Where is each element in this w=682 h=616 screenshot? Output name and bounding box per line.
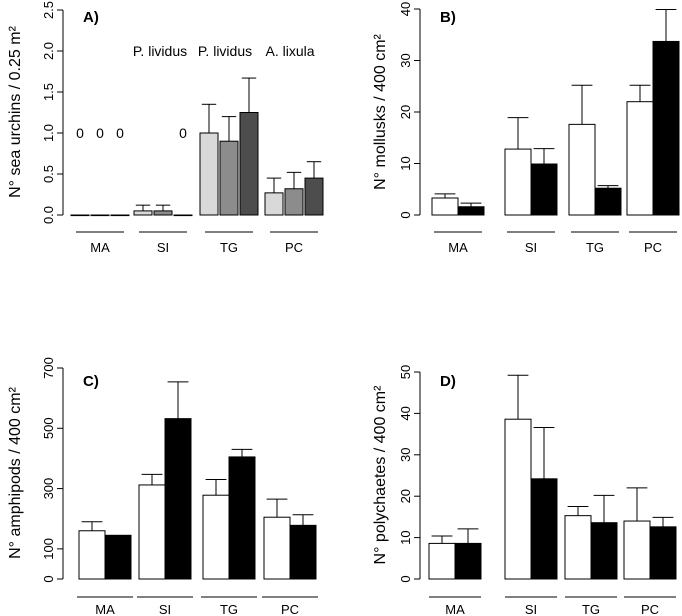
bar — [173, 214, 193, 217]
bar — [530, 163, 558, 216]
bar — [428, 542, 456, 580]
y-tick-label: 0 — [41, 575, 56, 582]
annotation-label: P. lividus — [198, 43, 252, 59]
y-tick-label: 20 — [398, 489, 413, 503]
x-category-label: PC — [285, 240, 303, 255]
y-tick-label: 10 — [398, 530, 413, 544]
y-tick-label: 0.5 — [41, 165, 56, 183]
chart-panel-a: 0.0 0.5 1.0 1.5 2.0 2.5 N° sea urchins / 0.25 … — [7, 1, 324, 255]
bar — [110, 214, 130, 217]
y-tick-label: 300 — [41, 478, 56, 500]
zero-mark-label: 0 — [96, 125, 104, 141]
x-category-label: SI — [525, 602, 537, 616]
y-axis-title: N° sea urchins / 0.25 m² — [7, 25, 24, 197]
bar — [138, 484, 166, 580]
chart-panel-c: 0 100 300 500 700 N° amphipods / 400 cm² C) MA S… — [7, 357, 318, 616]
bar — [626, 101, 654, 216]
bar — [219, 140, 239, 216]
zero-mark-label: 0 — [116, 125, 124, 141]
y-tick-label: 10 — [398, 156, 413, 170]
bar — [568, 123, 596, 216]
annotation-label: A. lixula — [265, 43, 314, 59]
x-category-label: TG — [586, 240, 604, 255]
bar — [202, 494, 230, 580]
bar — [228, 456, 256, 580]
y-tick-label: 0 — [398, 211, 413, 218]
bar — [133, 210, 153, 216]
x-category-label: MA — [90, 240, 110, 255]
y-tick-label: 40 — [398, 406, 413, 420]
panel-label: B) — [440, 9, 456, 26]
panel-label: D) — [440, 373, 456, 390]
y-tick-label: 40 — [398, 2, 413, 16]
bar — [652, 40, 680, 216]
y-tick-label: 20 — [398, 105, 413, 119]
x-category-label: TG — [582, 602, 600, 616]
bar — [504, 418, 532, 580]
y-tick-label: 50 — [398, 365, 413, 379]
bar — [457, 206, 485, 216]
bar — [199, 132, 219, 216]
zero-mark-label: 0 — [76, 125, 84, 141]
bar — [304, 177, 324, 216]
y-tick-label: 1.5 — [41, 83, 56, 101]
chart-panel-d: 0 10 20 30 40 50 N° polychaetes / 400 cm² D) MA S… — [372, 365, 677, 616]
x-category-label: SI — [159, 602, 171, 616]
x-category-label: MA — [95, 602, 115, 616]
annotation-label: P. lividus — [133, 43, 187, 59]
y-tick-label: 700 — [41, 357, 56, 379]
bar — [289, 524, 317, 580]
x-category-label: MA — [448, 240, 468, 255]
bar — [153, 210, 173, 216]
bar — [284, 188, 304, 216]
y-tick-label: 500 — [41, 417, 56, 439]
bar — [530, 478, 558, 580]
y-tick-label: 0 — [398, 575, 413, 582]
bar — [649, 526, 677, 580]
bar — [431, 197, 459, 216]
bar — [504, 148, 532, 216]
y-tick-label: 0.0 — [41, 206, 56, 224]
x-category-label: TG — [220, 602, 238, 616]
x-category-label: SI — [157, 240, 169, 255]
bar — [263, 516, 291, 580]
y-tick-label: 30 — [398, 448, 413, 462]
zero-mark-label: 0 — [179, 125, 187, 141]
y-tick-label: 30 — [398, 53, 413, 67]
chart-panel-b: 0 10 20 30 40 N° mollusks / 400 cm² B) MA SI TG PC — [372, 2, 680, 255]
bar — [623, 520, 651, 580]
y-axis-title: N° polychaetes / 400 cm² — [372, 385, 389, 565]
bar — [164, 418, 192, 580]
y-tick-label: 2.5 — [41, 1, 56, 19]
panel-label: C) — [83, 373, 99, 390]
y-axis-title: N° amphipods / 400 cm² — [7, 386, 24, 558]
bar — [104, 534, 132, 580]
bar — [264, 192, 284, 216]
bar — [454, 542, 482, 580]
x-category-label: MA — [445, 602, 465, 616]
y-tick-label: 2.0 — [41, 42, 56, 60]
y-axis-title: N° mollusks / 400 cm² — [372, 33, 389, 189]
x-category-label: PC — [641, 602, 659, 616]
bar — [594, 187, 622, 216]
y-tick-label: 1.0 — [41, 124, 56, 142]
y-tick-label: 100 — [41, 538, 56, 560]
x-category-label: SI — [525, 240, 537, 255]
x-category-label: PC — [644, 240, 662, 255]
bar — [564, 515, 592, 580]
bar — [70, 214, 90, 217]
bar — [590, 522, 618, 580]
x-category-label: TG — [220, 240, 238, 255]
panel-label: A) — [83, 9, 99, 26]
bar — [90, 214, 110, 217]
bar — [78, 530, 106, 580]
x-category-label: PC — [281, 602, 299, 616]
bar — [239, 112, 259, 216]
